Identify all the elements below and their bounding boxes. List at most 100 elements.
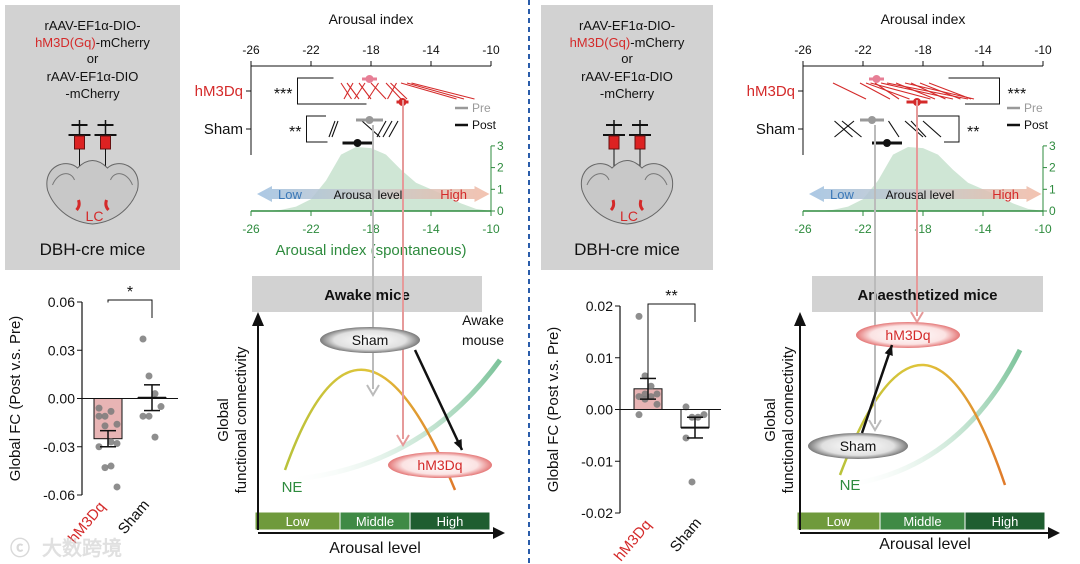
global-fc-bar-chart: 0.02 0.01 0.00 -0.01 -0.02 Global FC (Post v.… [545, 288, 721, 564]
significance-bracket [647, 303, 696, 386]
construct-hm3d-gq: hM3D(Gq) [570, 35, 631, 50]
sham-guide-arrowhead [868, 419, 882, 432]
bar-y-tick-label: -0.03 [43, 439, 75, 455]
shift-arrowhead [884, 345, 893, 356]
condition-title: Anaesthetized mice [857, 287, 997, 304]
paired-line [895, 82, 936, 100]
data-point [145, 412, 153, 420]
histogram-y-tick-label: 1 [497, 182, 504, 196]
syringe-barrel [74, 135, 85, 150]
ne-label: NE [282, 479, 303, 496]
schematic-y-label-1: Global [215, 398, 232, 441]
top-axis-tick-label: -14 [974, 43, 992, 57]
data-point [139, 335, 147, 343]
bottom-axis-tick-label: -14 [974, 222, 992, 236]
global-fc-bar-chart: 0.06 0.03 0.00 -0.03 -0.06 Global FC (Post v.… [7, 284, 178, 547]
syringe-barrel [608, 135, 620, 150]
top-axis-tick-label: -22 [302, 43, 320, 57]
significance-bracket [107, 299, 153, 318]
data-point [653, 390, 661, 398]
construct-line-2: hM3D(Gq)-mCherry [570, 35, 685, 50]
arousal-level-segment [964, 511, 1046, 531]
bottom-axis-tick-label: -18 [362, 222, 380, 236]
construct-or: or [87, 51, 99, 66]
paired-line [361, 120, 381, 138]
inverted-u-curve [838, 363, 1007, 486]
data-point [101, 412, 109, 420]
lc-marker [609, 199, 645, 212]
brain-section-icon [580, 160, 674, 225]
data-point [647, 382, 655, 390]
histogram-y-tick-label: 3 [497, 139, 504, 153]
paired-line [832, 82, 867, 100]
construct-box: rAAV-EF1α-DIO-hM3D(Gq)-mCherryorrAAV-EF1… [541, 5, 713, 270]
data-point [635, 312, 643, 320]
bar-y-tick-label: -0.06 [43, 487, 75, 503]
arousal-level-label: Arousal level [334, 188, 403, 202]
top-axis-tick-label: -26 [794, 43, 812, 57]
watermark: ⓒ 大数跨境 [10, 536, 122, 560]
data-point [641, 372, 649, 380]
data-point [101, 422, 109, 430]
cerebellum-folds [586, 173, 668, 186]
ne-arrow [844, 348, 1023, 488]
sham-group: Sham ** [204, 115, 399, 147]
construct-line-1: rAAV-EF1α-DIO- [44, 18, 140, 33]
arousal-index-title: Arousal index [329, 11, 414, 27]
hm3dq-ellipse-label: hM3Dq [885, 327, 930, 343]
construct-box-bg [5, 5, 180, 270]
paired-line [400, 82, 457, 100]
paired-line [367, 82, 379, 100]
arousal-level-segment-label: High [992, 514, 1019, 529]
legend-post-label: Post [1024, 118, 1049, 132]
paired-line [382, 120, 393, 138]
cerebellum-folds [52, 173, 133, 186]
arousal-low-label: Low [830, 187, 854, 202]
top-axis-tick-label: -10 [1034, 43, 1052, 57]
hm3dq-group: hM3Dq *** [195, 75, 475, 106]
construct-hm3d-gq: hM3D(Gq) [35, 35, 96, 50]
data-point [635, 411, 643, 419]
construct-box-bg [541, 5, 713, 270]
sham-ellipse-label: Sham [840, 438, 877, 454]
group-label: hM3Dq [747, 83, 795, 100]
paired-line [406, 82, 465, 100]
construct-or: or [621, 51, 633, 66]
significance-bracket [948, 77, 1000, 105]
paired-line [841, 120, 862, 138]
bar-y-tick-label: 0.00 [48, 391, 75, 407]
arousal-index-chart: Low Arousal level High Arousal index -26 -26 -… [195, 11, 504, 259]
paired-line [922, 120, 942, 138]
paired-line [870, 82, 931, 100]
significance-stars: ** [289, 124, 301, 141]
shift-arrow [413, 349, 464, 451]
construct-line-4: -mCherry [65, 86, 120, 101]
watermark-logo-glyph: ⓒ [10, 537, 30, 560]
pre-mean-dot [365, 116, 374, 124]
construct-mcherry: -mCherry [96, 35, 151, 50]
sham-ellipse [320, 327, 420, 353]
brain-outline [580, 160, 674, 225]
x-axis-arrowhead [493, 527, 505, 539]
pre-mean-dot [868, 116, 876, 124]
paired-line [340, 82, 352, 100]
top-axis-tick-label: -10 [482, 43, 500, 57]
paired-line [376, 120, 387, 138]
histogram-y-tick-label: 1 [1049, 182, 1056, 196]
significance-stars: *** [274, 86, 293, 103]
shift-arrowhead [453, 439, 462, 450]
ne-label: NE [840, 477, 861, 494]
post-mean-dot [883, 139, 891, 147]
condition-title-box [812, 276, 1043, 312]
arousal-level-label: Arousal level [886, 188, 955, 202]
paired-line [343, 82, 354, 100]
data-point [107, 438, 115, 446]
brain-outline [46, 160, 139, 225]
pre-post-legend: Pre Post [1007, 101, 1049, 132]
bar-y-label: Global FC (Post v.s. Pre) [545, 327, 562, 493]
sham-ellipse-label: Sham [352, 332, 389, 348]
schematic-y-label-2: functional connectivity [780, 346, 797, 493]
data-point [95, 443, 103, 451]
paired-line [328, 120, 336, 138]
hm3dq-ellipse-label: hM3Dq [417, 457, 462, 473]
